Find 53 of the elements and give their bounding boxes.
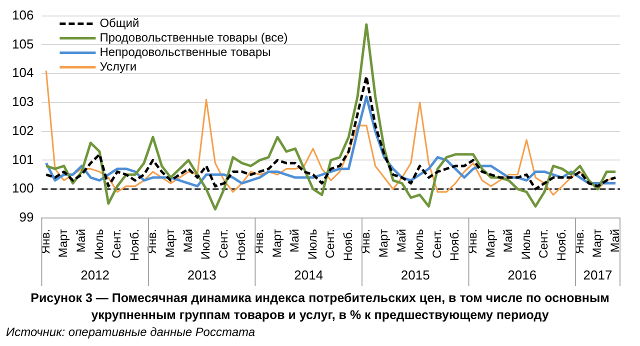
x-tick-label: Май [501,228,516,252]
text: 2015 [400,268,430,283]
x-tick-label: Июль [518,228,533,260]
text: 2017 [583,268,612,283]
x-tick-label: Март [376,228,391,258]
x-tick-label: Май [394,228,408,252]
y-tick-label: 103 [12,94,34,110]
text: Источник: оперативные данные Росстата [5,324,256,340]
x-tick-label: Нояб. [340,228,355,261]
x-tick-label: Сент. [536,228,551,258]
x-tick-label: Янв. [358,228,373,254]
x-tick-label: Март [56,228,70,258]
y-tick-label: 100 [12,180,34,196]
x-tick-label: Нояб. [234,228,248,261]
text: 2013 [187,268,216,283]
x-tick-label: Сент. [216,228,230,258]
legend-label: Непродовольственные товары [100,45,271,60]
x-tick-label: Нояб. [127,228,142,261]
y-tick-label: 102 [12,122,34,138]
x-tick-label: Нояб. [554,228,568,261]
text: 2012 [80,268,110,283]
x-tick-label: Янв. [466,228,480,254]
x-tick-label: Май [180,228,195,252]
y-tick-label: 105 [12,36,34,52]
x-tick-label: Янв. [38,228,52,254]
x-tick-label: Сент. [430,228,444,258]
text: 2016 [508,268,537,283]
legend-label: Услуги [100,60,137,74]
y-tick-label: 101 [12,152,34,167]
x-tick-label: Нояб. [448,228,462,261]
x-tick-label: Май [288,228,302,252]
x-tick-label: Март [590,228,604,258]
x-tick-label: Янв. [145,228,160,254]
x-tick-label: Май [608,228,622,252]
x-tick-label: Янв. [572,228,586,254]
text: 2014 [294,268,324,283]
text: Рисунок 3 — Помесячная динамика индекса потребительских цен, в том числе по основным укрупненным группам товаров и услуг, в % к предшествующему периоду [30,290,610,324]
x-tick-label: Июль [198,228,213,260]
y-tick-label: 106 [12,7,34,22]
x-tick-label: Июль [92,228,106,260]
x-tick-label: Март [483,228,498,258]
x-tick-label: Янв. [252,228,266,254]
x-tick-label: Июль [305,228,320,260]
x-tick-label: Март [163,228,178,258]
legend-label: Продовольственные товары (все) [100,30,288,45]
y-tick-label: 104 [12,65,34,80]
x-tick-label: Июль [412,228,426,260]
x-tick-label: Сент. [323,228,338,258]
x-tick-label: Май [74,228,88,252]
x-tick-label: Март [270,228,284,258]
y-tick-label: 99 [19,210,34,225]
legend-label: Общий [100,16,140,30]
x-tick-label: Сент. [110,228,124,258]
